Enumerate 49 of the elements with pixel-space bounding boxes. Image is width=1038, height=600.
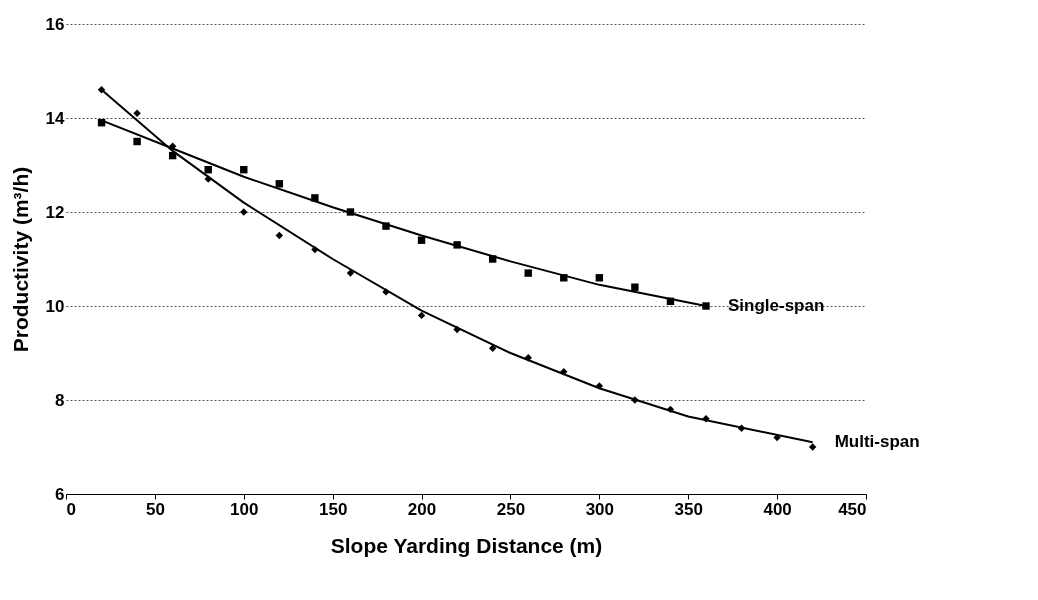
point <box>204 175 212 183</box>
point <box>382 222 390 230</box>
series-label: Single-span <box>728 296 825 315</box>
y-tick-label: 12 <box>45 202 65 222</box>
x-tick-label: 100 <box>230 499 259 519</box>
point <box>133 137 141 146</box>
x-tick-label: 150 <box>318 499 348 519</box>
point <box>346 208 355 216</box>
point <box>133 109 141 118</box>
x-tick-label: 300 <box>585 499 615 519</box>
point <box>417 311 426 320</box>
point <box>168 142 177 150</box>
x-tick-label: 200 <box>407 499 437 519</box>
x-tick-label: 350 <box>674 499 703 519</box>
point <box>488 344 497 353</box>
point <box>488 255 497 263</box>
y-tick-label: 6 <box>55 484 65 504</box>
point <box>453 325 461 334</box>
point <box>275 180 284 188</box>
y-tick-label: 14 <box>45 108 66 128</box>
point <box>560 368 568 376</box>
y-tick-label: 10 <box>45 296 65 316</box>
point <box>595 382 604 390</box>
point <box>97 86 106 94</box>
x-tick-label: 250 <box>496 499 526 519</box>
point <box>560 274 568 282</box>
point <box>737 424 746 432</box>
y-axis-title: Productivity (m³/h) <box>8 166 32 353</box>
x-tick-label: 450 <box>838 499 867 519</box>
point <box>346 269 355 277</box>
point <box>702 302 710 310</box>
x-tick-label: 50 <box>145 499 165 519</box>
point <box>453 241 461 249</box>
point <box>666 405 675 414</box>
x-axis-title: Slope Yarding Distance (m) <box>330 533 603 557</box>
y-tick-label: 16 <box>45 14 65 34</box>
y-tick-label: 8 <box>55 390 65 410</box>
point <box>808 443 817 451</box>
x-tick-label: 400 <box>763 499 792 519</box>
point <box>524 269 532 277</box>
series-label: Multi-span <box>834 432 920 452</box>
x-tick-label: 0 <box>66 499 76 519</box>
point <box>524 353 532 362</box>
point <box>631 283 639 291</box>
point <box>595 274 604 282</box>
point <box>311 245 319 254</box>
point <box>275 231 284 240</box>
point <box>311 194 319 202</box>
point <box>417 236 426 244</box>
